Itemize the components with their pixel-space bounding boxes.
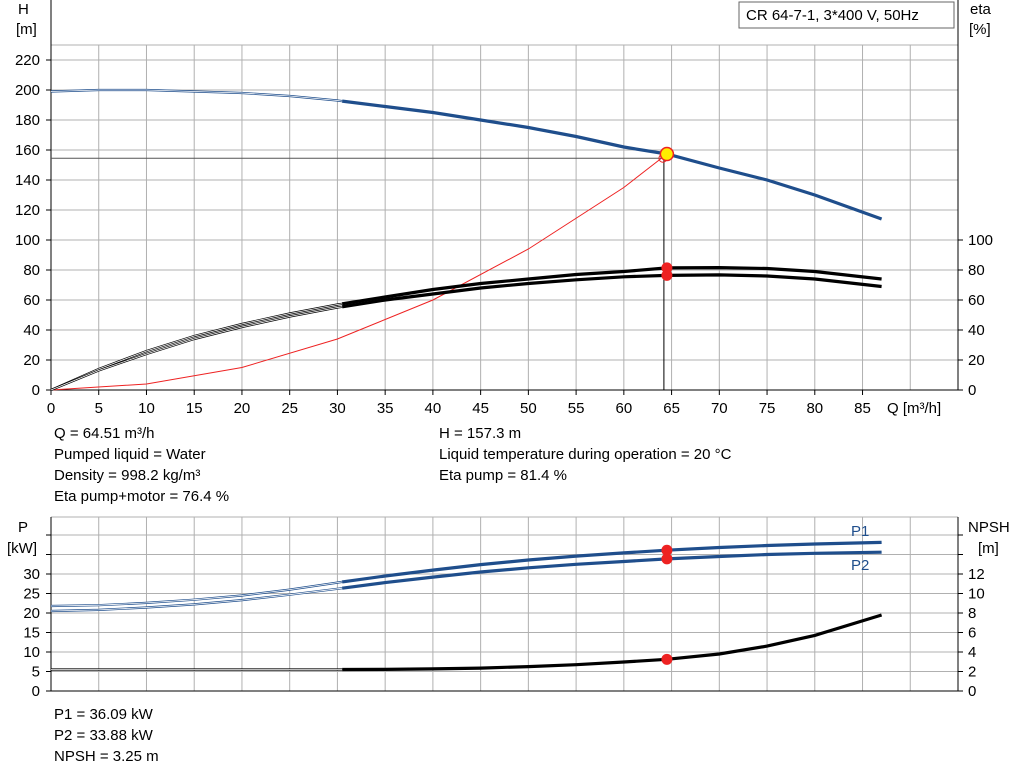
info-flow: Q = 64.51 m³/h — [54, 425, 155, 442]
info-p2: P2 = 33.88 kW — [54, 727, 153, 744]
x-tick-label: 65 — [663, 400, 680, 417]
head-duty-point — [659, 146, 675, 162]
p2-curve-thick — [341, 550, 882, 590]
y-tick-label: 10 — [23, 644, 40, 661]
y-axis-title: P — [18, 519, 28, 536]
x-tick-label: 80 — [806, 400, 823, 417]
p1-curve-thick — [341, 540, 882, 584]
info-npsh: NPSH = 3.25 m — [54, 748, 159, 765]
y-axis-title: H — [18, 1, 29, 18]
y2-tick-label: 2 — [968, 664, 976, 681]
x-tick-label: 10 — [138, 400, 155, 417]
y2-tick-label: 40 — [968, 322, 985, 339]
x-tick-label: 60 — [615, 400, 632, 417]
chart-title: CR 64-7-1, 3*400 V, 50Hz — [746, 7, 919, 24]
p2-series-label: P2 — [851, 557, 869, 574]
x-tick-label: 45 — [472, 400, 489, 417]
p2-point — [661, 553, 673, 565]
x-tick-label: 0 — [47, 400, 55, 417]
y2-tick-label: 60 — [968, 292, 985, 309]
y-tick-label: 30 — [23, 566, 40, 583]
y2-tick-label: 0 — [968, 683, 976, 700]
y-tick-label: 25 — [23, 586, 40, 603]
eta-pump-curve-thin-outline — [50, 302, 343, 392]
y2-tick-label: 8 — [968, 605, 976, 622]
y2-axis-title: eta — [970, 1, 992, 18]
y-tick-label: 180 — [15, 112, 40, 129]
x-tick-label: 40 — [425, 400, 442, 417]
y2-tick-label: 4 — [968, 644, 976, 661]
head-efficiency-chart: 0204060801001201401601802002200204060801… — [15, 0, 993, 417]
power-npsh-chart: 0 5 10 15 20 25 30 0 2 4 6 8 10 12 P [kW] NPSH [m] P1 P2 — [7, 516, 1010, 700]
info-p1: P1 = 36.09 kW — [54, 706, 153, 723]
x-tick-label: 15 — [186, 400, 203, 417]
y-tick-label: 100 — [15, 232, 40, 249]
y2-tick-label: 6 — [968, 625, 976, 642]
y-tick-label: 120 — [15, 202, 40, 219]
info-temperature: Liquid temperature during operation = 20… — [439, 446, 732, 463]
info-top-right: H = 157.3 m Liquid temperature during op… — [439, 423, 731, 486]
y-axis-unit: [kW] — [7, 540, 37, 557]
x-tick-label: 55 — [568, 400, 585, 417]
x-tick-label: 20 — [234, 400, 251, 417]
y2-tick-label: 80 — [968, 262, 985, 279]
x-tick-label: 35 — [377, 400, 394, 417]
info-bottom: P1 = 36.09 kW P2 = 33.88 kW NPSH = 3.25 … — [54, 704, 159, 767]
eta-total-curve-thin-core — [50, 306, 343, 391]
x-tick-label: 25 — [281, 400, 298, 417]
info-density: Density = 998.2 kg/m³ — [54, 467, 201, 484]
y-tick-label: 20 — [23, 605, 40, 622]
info-top-left: Q = 64.51 m³/h Pumped liquid = Water Den… — [54, 423, 229, 507]
y-tick-label: 5 — [32, 664, 40, 681]
y-tick-label: 40 — [23, 322, 40, 339]
y-tick-label: 60 — [23, 292, 40, 309]
eta-total-curve-thick — [341, 273, 882, 309]
head-curve-thin-core — [50, 89, 343, 102]
eta-total-point — [661, 269, 673, 281]
y-tick-label: 200 — [15, 82, 40, 99]
p1-point — [661, 544, 673, 556]
npsh-point — [661, 653, 673, 665]
x-tick-label: 50 — [520, 400, 537, 417]
p2-curve-thin-core — [50, 587, 343, 612]
y-tick-label: 0 — [32, 683, 40, 700]
y2-tick-label: 10 — [968, 586, 985, 603]
eta-pump-curve-thin-core — [50, 303, 343, 391]
y2-axis-unit: [m] — [978, 540, 999, 557]
info-eta-total: Eta pump+motor = 76.4 % — [54, 488, 230, 505]
y-tick-label: 15 — [23, 625, 40, 642]
y2-axis-title: NPSH — [968, 519, 1010, 536]
info-eta-pump: Eta pump = 81.4 % — [439, 467, 567, 484]
x-tick-label: 70 — [711, 400, 728, 417]
y-axis-unit: [m] — [16, 21, 37, 38]
y-tick-label: 140 — [15, 172, 40, 189]
x-tick-label: 75 — [759, 400, 776, 417]
head-curve-thick — [342, 99, 883, 221]
y2-tick-label: 100 — [968, 232, 993, 249]
x-tick-label: 85 — [854, 400, 871, 417]
title-box — [738, 1, 955, 29]
eta-total-curve-thin-outline — [50, 305, 343, 392]
y2-axis-unit: [%] — [969, 21, 991, 38]
y-tick-label: 20 — [23, 352, 40, 369]
y-tick-label: 220 — [15, 52, 40, 69]
y-tick-label: 160 — [15, 142, 40, 159]
y2-tick-label: 20 — [968, 352, 985, 369]
info-head: H = 157.3 m — [439, 425, 522, 442]
x-tick-label: 5 — [95, 400, 103, 417]
y-tick-label: 80 — [23, 262, 40, 279]
y2-tick-label: 12 — [968, 566, 985, 583]
npsh-curve-thick — [342, 613, 883, 672]
p1-curve-thin-core — [50, 581, 343, 607]
x-tick-label: 30 — [329, 400, 346, 417]
eta-pump-curve-thick — [341, 265, 882, 306]
y2-tick-label: 0 — [968, 382, 976, 399]
info-liquid: Pumped liquid = Water — [54, 446, 206, 463]
system-curve — [50, 153, 668, 391]
x-axis-label: Q [m³/h] — [887, 400, 941, 417]
p1-series-label: P1 — [851, 523, 869, 540]
y-tick-label: 0 — [32, 382, 40, 399]
